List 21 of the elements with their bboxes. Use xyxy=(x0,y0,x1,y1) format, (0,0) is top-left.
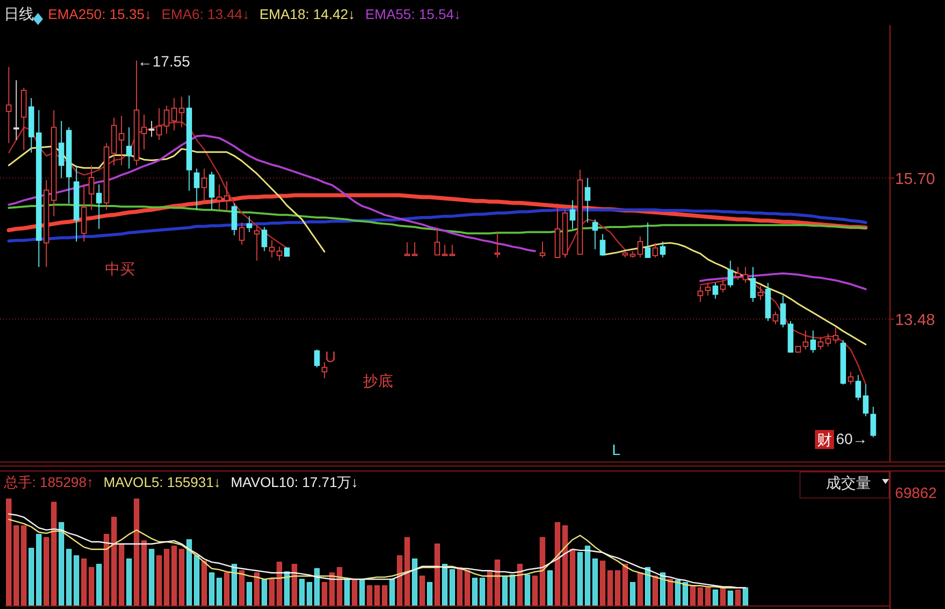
annotation: ←17.55 xyxy=(138,54,190,71)
annotation: 中买 xyxy=(105,261,135,278)
text: EMA55: 15.54↓ xyxy=(365,6,461,22)
annotation: L xyxy=(612,442,620,459)
text: EMA6: 13.44↓ xyxy=(162,6,250,22)
y-tick-label: 13.48 xyxy=(895,312,936,330)
y-tick-label: 15.70 xyxy=(895,171,936,188)
series-label: 总手: 185298↑ xyxy=(3,474,94,490)
text: MAVOL5: 155931↓ xyxy=(104,474,221,490)
chart-title: 日线 xyxy=(4,6,34,23)
text: 69862 xyxy=(895,485,937,502)
text: EMA250: 15.35↓ xyxy=(48,6,152,22)
annotation: 抄底 xyxy=(363,373,393,390)
annotation: U xyxy=(325,349,336,366)
line-series xyxy=(8,204,867,234)
text: MAVOL10: 17.71万↓ xyxy=(230,474,358,490)
text: EMA18: 14.42↓ xyxy=(259,6,356,22)
text: 成交量 xyxy=(826,475,871,492)
annotation: 财 xyxy=(817,432,832,449)
line-series xyxy=(7,208,868,242)
annotation: 60→ xyxy=(836,431,868,448)
